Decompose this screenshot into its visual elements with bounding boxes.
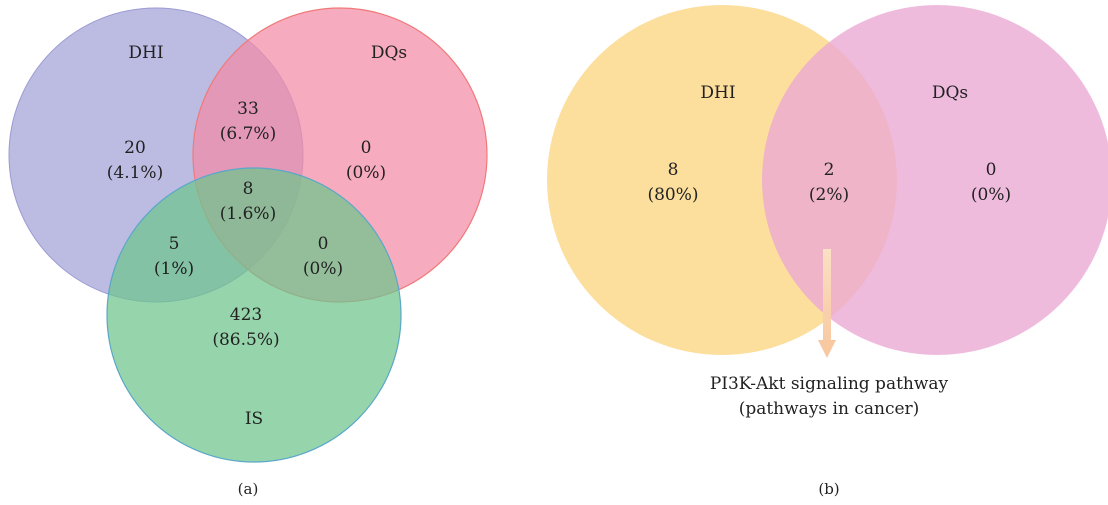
set-label-dhi-a: DHI <box>128 43 163 63</box>
count-dhi-dqs-b: 2 <box>824 160 835 180</box>
panel-a: DHI DQs IS 20 (4.1%) 33 (6.7%) 0 (0%) 8 … <box>8 7 488 498</box>
count-all-three-a: 8 <box>243 179 254 199</box>
set-label-dqs-a: DQs <box>371 43 407 63</box>
arrow-down-icon <box>818 249 836 358</box>
caption-b: (b) <box>818 480 839 498</box>
count-dhi-is-a: 5 <box>169 234 180 254</box>
count-dhi-only-b: 8 <box>668 160 679 180</box>
set-label-dqs-b: DQs <box>932 83 968 103</box>
pct-dhi-dqs-a: (6.7%) <box>220 124 276 144</box>
pct-dhi-only-b: (80%) <box>647 185 698 205</box>
set-label-is-a: IS <box>245 409 263 429</box>
set-label-dhi-b: DHI <box>700 83 735 103</box>
count-dqs-only-a: 0 <box>361 138 372 158</box>
annotation-line1: PI3K-Akt signaling pathway <box>710 374 949 394</box>
circle-is-a <box>106 167 402 463</box>
count-dhi-only-a: 20 <box>124 138 146 158</box>
circle-dqs-b <box>762 5 1108 355</box>
pct-dhi-dqs-b: (2%) <box>809 185 849 205</box>
pct-is-only-a: (86.5%) <box>212 330 279 350</box>
pct-dqs-only-a: (0%) <box>346 163 386 183</box>
pct-all-three-a: (1.6%) <box>220 204 276 224</box>
annotation-line2: (pathways in cancer) <box>739 399 920 419</box>
count-dqs-only-b: 0 <box>986 160 997 180</box>
pct-dqs-is-a: (0%) <box>303 259 343 279</box>
pct-dhi-only-a: (4.1%) <box>107 163 163 183</box>
panel-b: DHI DQs 8 (80%) 2 (2%) 0 (0%) PI3K-Akt s… <box>547 5 1108 498</box>
count-dqs-is-a: 0 <box>318 234 329 254</box>
count-is-only-a: 423 <box>230 305 262 325</box>
pct-dhi-is-a: (1%) <box>154 259 194 279</box>
caption-a: (a) <box>238 480 259 498</box>
count-dhi-dqs-a: 33 <box>237 99 259 119</box>
pct-dqs-only-b: (0%) <box>971 185 1011 205</box>
